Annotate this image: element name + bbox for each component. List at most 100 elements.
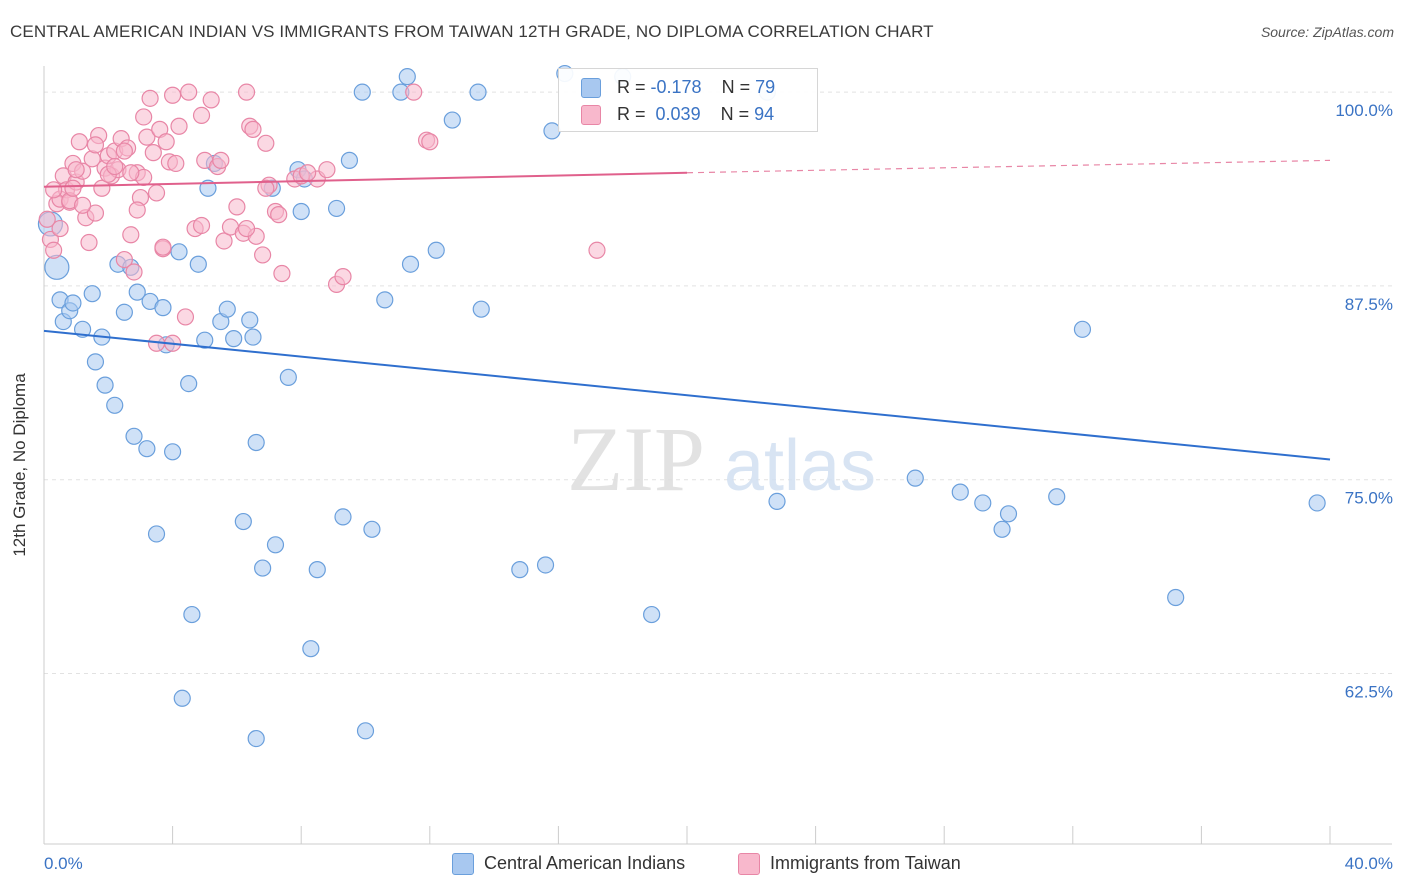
data-point [176,308,195,326]
n-value-blue: 79 [755,77,776,97]
data-point [125,427,143,445]
data-point [192,106,211,125]
data-point [67,161,85,179]
trend-lines [43,159,1331,461]
data-point [244,120,262,138]
data-point [218,300,236,318]
data-point [302,640,320,658]
r-label: R = [617,77,646,97]
data-point [247,729,265,748]
data-point [183,605,201,624]
data-point [199,179,217,197]
data-point [86,136,105,154]
data-point [73,320,92,338]
data-point [405,83,423,101]
data-point [257,134,275,152]
data-point [427,241,445,259]
data-point [202,91,220,109]
series-immigrants-from-taiwan [38,83,606,352]
data-point [1167,588,1185,607]
data-point [180,374,198,393]
data-point [106,157,124,176]
data-point [196,331,214,349]
data-point [266,536,285,554]
watermark-atlas: atlas [724,426,876,506]
data-point [154,299,172,317]
data-point [1073,320,1092,338]
data-point [167,154,185,173]
data-point [334,268,352,286]
x-tick-label-min: 0.0% [44,854,83,873]
source-label: Source: ZipAtlas.com [1260,24,1394,40]
data-point [125,263,143,281]
data-point [192,216,211,235]
bottom-legend-label-pink: Immigrants from Taiwan [770,853,961,873]
data-point [1308,494,1326,512]
data-point [588,241,606,259]
axes [43,66,1392,845]
data-point [906,469,924,487]
data-point [421,133,439,151]
y-tick-label: 75.0% [1345,489,1393,508]
data-point [308,561,326,579]
data-point [164,86,182,104]
data-point [86,204,105,222]
data-point [141,89,159,107]
data-point [334,508,352,526]
n-label: N = [720,104,750,124]
data-point [38,210,56,228]
data-point [254,246,272,264]
data-point [225,330,243,348]
data-point [643,605,661,624]
data-point [157,133,175,151]
data-point [122,226,140,244]
data-point [73,196,92,214]
data-point [318,161,336,179]
data-point [398,68,416,86]
data-point [170,117,188,135]
data-point [270,206,288,224]
data-point [768,492,786,511]
data-point [96,376,114,394]
y-tick-label: 100.0% [1335,101,1393,120]
data-point [299,164,317,182]
y-tick-label: 87.5% [1345,295,1393,314]
data-point [80,233,98,252]
data-point [472,300,490,318]
data-point [164,443,182,461]
tick-labels: 62.5% 75.0% 87.5% 100.0% 0.0% 40.0% [44,101,1393,873]
stats-legend: R = -0.178 N = 79 R = 0.039 N = 94 [558,68,818,132]
data-point [144,144,162,162]
data-point [45,181,63,199]
data-point [170,243,188,261]
trend-line-pink [43,171,688,188]
data-point [115,303,133,321]
data-point [511,561,529,579]
x-tick-label-max: 40.0% [1345,854,1393,873]
data-point [115,250,133,269]
data-point [353,83,371,101]
series-central-american-indians [37,64,1326,748]
data-point [257,179,275,197]
data-point [173,689,191,707]
data-point [993,520,1011,538]
data-point [93,179,111,197]
legend-stats-pink: R = 0.039 N = 94 [617,104,774,125]
legend-swatch-blue [581,78,601,98]
data-point [244,328,262,346]
data-point [147,184,166,202]
data-point [64,294,82,312]
data-point [86,353,105,371]
trend-line-blue [43,329,1331,461]
data-point [356,722,375,740]
bottom-legend-swatch-pink [738,853,760,875]
data-point [999,505,1018,523]
data-point [122,164,140,182]
data-point [51,219,69,238]
data-point [147,525,166,543]
r-label: R = [617,104,646,124]
data-point [128,283,146,301]
y-tick-label: 62.5% [1345,682,1393,701]
trend-extension-pink [686,159,1331,174]
data-point [138,128,156,146]
